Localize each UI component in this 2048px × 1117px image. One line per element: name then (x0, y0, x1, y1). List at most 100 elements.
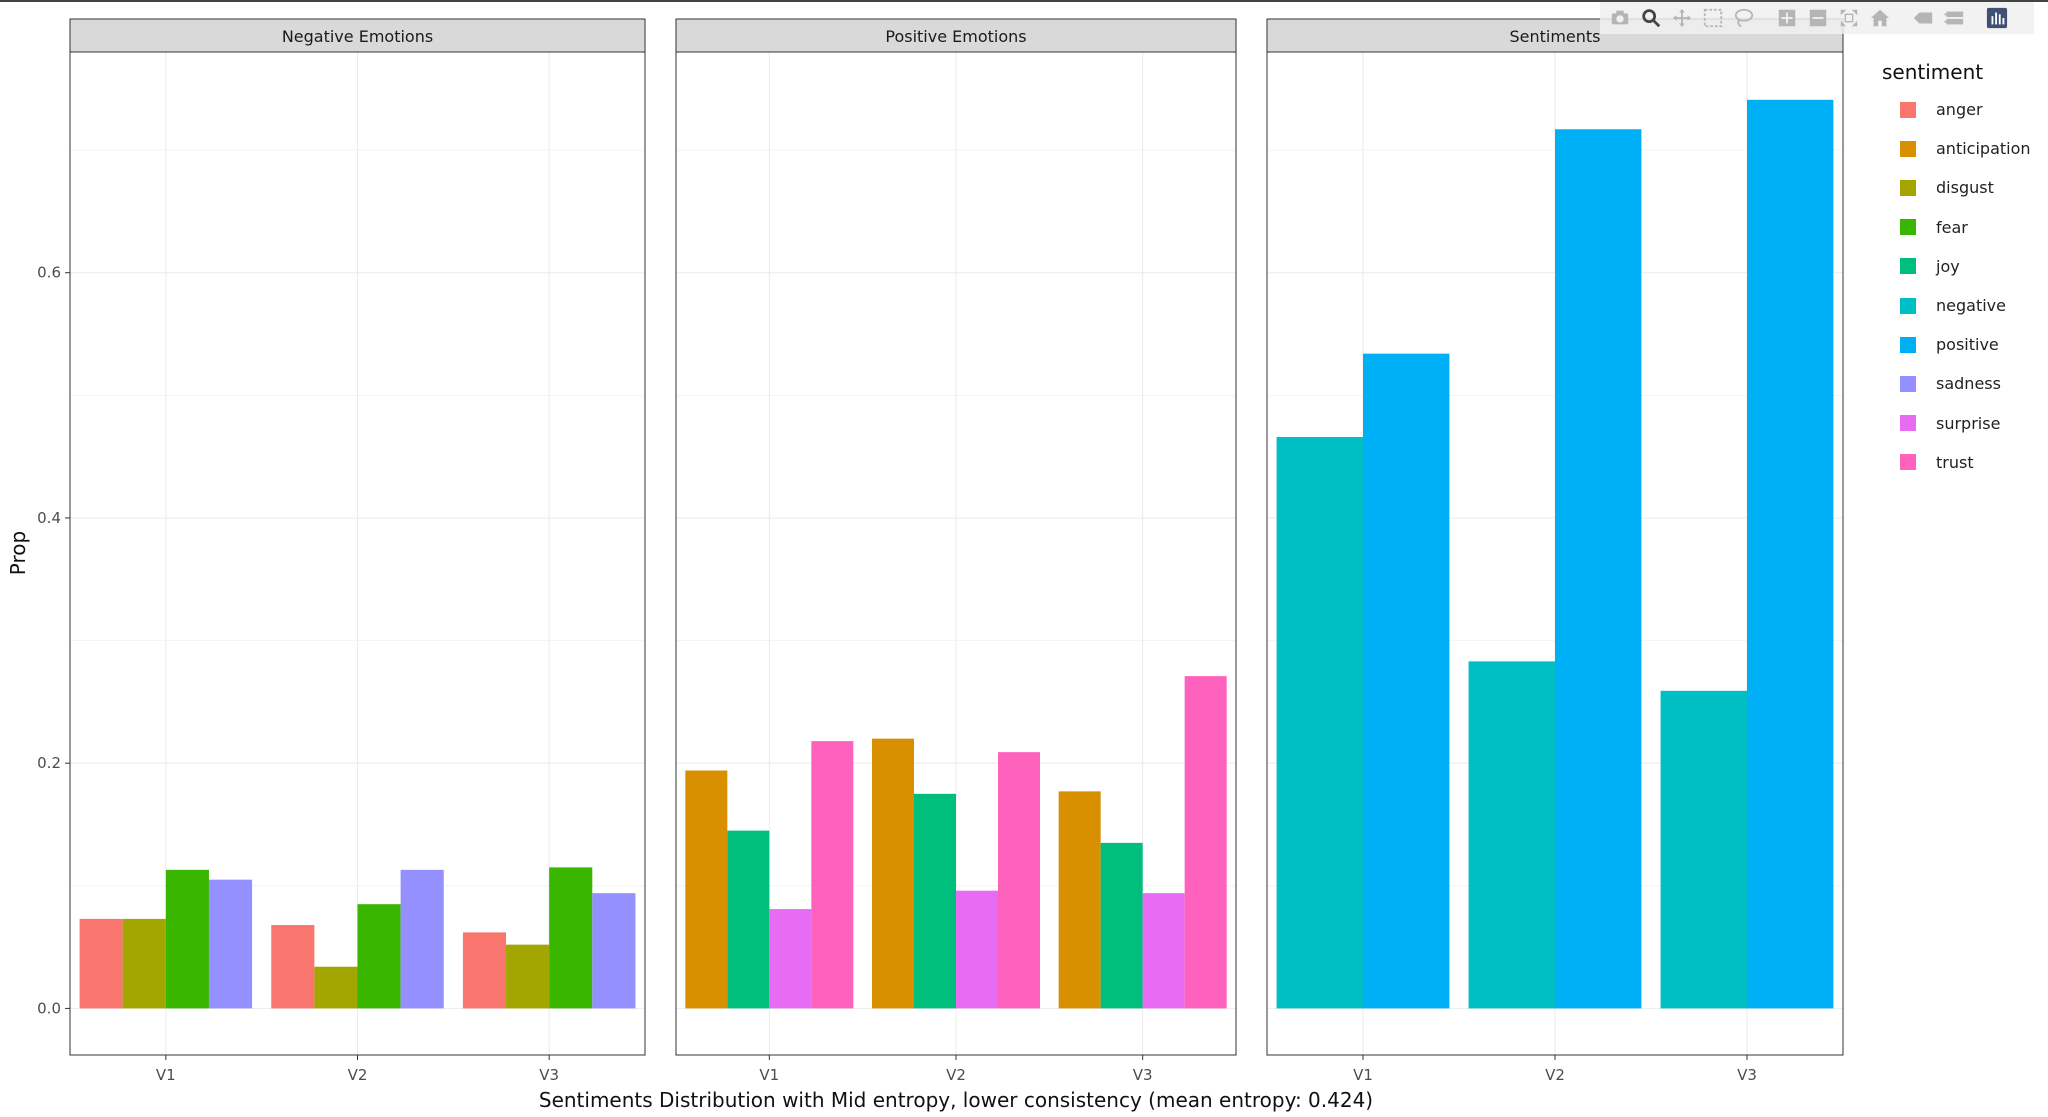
bar-fear-v3 (549, 867, 593, 1009)
y-tick-label: 0.6 (37, 264, 61, 282)
legend-label: negative (1936, 296, 2006, 316)
bar-joy-v3 (1100, 842, 1143, 1009)
zoom-icon (1642, 9, 1661, 28)
plot-toolbar (1600, 2, 2034, 34)
legend-label: joy (1936, 256, 1960, 276)
zoom-out-button[interactable] (1804, 4, 1832, 32)
legend-swatch (1900, 336, 1916, 353)
legend-swatch (1900, 297, 1916, 314)
pan-button[interactable] (1668, 4, 1696, 32)
legend-swatch (1900, 375, 1916, 392)
bar-trust-v2 (998, 752, 1040, 1009)
bar-disgust-v3 (506, 944, 550, 1009)
plotly-logo-icon (1986, 7, 2008, 29)
bar-anger-v2 (271, 925, 315, 1009)
x-tick-label: V2 (348, 1066, 368, 1084)
bar-disgust-v1 (122, 918, 166, 1009)
legend-items: anger anticipation disgust fear joy negative p… (1882, 90, 2031, 482)
legend-item-sadness[interactable]: sadness (1882, 364, 2031, 403)
bar-joy-v1 (727, 830, 770, 1009)
hover-compare-button[interactable] (1940, 4, 1968, 32)
bar-anger-v1 (79, 918, 123, 1009)
bar-positive-v1 (1363, 353, 1450, 1009)
panel-positive-emotions: Positive Emotions V1 V2 V3 (675, 18, 1237, 1084)
legend-item-negative[interactable]: negative (1882, 286, 2031, 325)
hover-compare-icon (1943, 11, 1964, 25)
legend-label: trust (1936, 452, 1974, 472)
x-axis-title: Sentiments Distribution with Mid entropy… (539, 1088, 1373, 1112)
panel-negative-emotions: Negative Emotions V1 V2 V3 0.0 0.2 0.4 0.6 (37, 18, 646, 1084)
y-tick-label: 0.0 (37, 999, 61, 1017)
bar-positive-v2 (1555, 129, 1642, 1009)
bar-sadness-v3 (592, 893, 636, 1009)
legend-label: anger (1936, 100, 1983, 120)
reset-axes-button[interactable] (1866, 4, 1894, 32)
x-tick-label: V3 (1737, 1066, 1757, 1084)
bar-anticipation-v1 (685, 770, 728, 1009)
legend-label: sadness (1936, 374, 2001, 394)
y-axis-title: Prop (6, 531, 30, 575)
bar-anger-v3 (462, 932, 507, 1009)
legend-item-anticipation[interactable]: anticipation (1882, 129, 2031, 168)
legend-swatch (1900, 219, 1916, 236)
spike-lines-button[interactable] (1909, 4, 1937, 32)
legend-label: disgust (1936, 178, 1994, 198)
legend: sentiment anger anticipation disgust fear jo… (1882, 60, 2031, 482)
panel-title: Negative Emotions (282, 27, 433, 46)
bar-surprise-v2 (956, 890, 998, 1009)
legend-swatch (1900, 179, 1916, 196)
legend-label: positive (1936, 335, 1999, 355)
download-plot-button[interactable] (1606, 4, 1634, 32)
bar-positive-v3 (1747, 99, 1834, 1009)
box-select-icon (1703, 8, 1723, 28)
legend-label: fear (1936, 217, 1968, 237)
bar-negative-v3 (1660, 690, 1747, 1009)
plotly-logo-link[interactable] (1983, 4, 2011, 32)
legend-label: anticipation (1936, 139, 2031, 159)
bar-anticipation-v2 (872, 738, 914, 1009)
zoom-out-icon (1809, 9, 1827, 27)
legend-swatch (1900, 258, 1916, 275)
legend-item-positive[interactable]: positive (1882, 325, 2031, 364)
legend-swatch (1900, 415, 1916, 432)
legend-swatch (1900, 140, 1916, 157)
x-tick-label: V3 (1133, 1066, 1153, 1084)
legend-item-trust[interactable]: trust (1882, 443, 2031, 482)
legend-label: surprise (1936, 413, 2001, 433)
x-tick-label: V3 (539, 1066, 559, 1084)
bar-surprise-v3 (1142, 893, 1185, 1009)
bar-anticipation-v3 (1058, 791, 1101, 1009)
panel-strip (675, 18, 1237, 53)
legend-item-anger[interactable]: anger (1882, 90, 2031, 129)
legend-item-surprise[interactable]: surprise (1882, 404, 2031, 443)
camera-icon (1611, 10, 1629, 25)
bar-disgust-v2 (314, 966, 358, 1009)
x-tick-label: V2 (1545, 1066, 1565, 1084)
home-icon (1870, 9, 1890, 27)
zoom-in-button[interactable] (1773, 4, 1801, 32)
bar-surprise-v1 (769, 909, 812, 1009)
legend-item-fear[interactable]: fear (1882, 208, 2031, 247)
legend-title: sentiment (1882, 60, 1984, 84)
lasso-icon (1734, 8, 1754, 28)
legend-item-joy[interactable]: joy (1882, 247, 2031, 286)
legend-swatch (1900, 454, 1916, 471)
lasso-select-button[interactable] (1730, 4, 1758, 32)
x-tick-label: V1 (1353, 1066, 1373, 1084)
legend-item-disgust[interactable]: disgust (1882, 168, 2031, 207)
bar-trust-v1 (811, 741, 854, 1009)
top-border-line (0, 0, 2048, 2)
legend-swatch (1900, 101, 1916, 118)
autoscale-button[interactable] (1835, 4, 1863, 32)
spike-lines-icon (1913, 12, 1933, 24)
bar-negative-v2 (1468, 661, 1555, 1009)
bar-fear-v1 (165, 869, 209, 1009)
zoom-button[interactable] (1637, 4, 1665, 32)
bar-trust-v3 (1184, 676, 1227, 1009)
zoom-in-icon (1778, 9, 1796, 27)
bar-negative-v1 (1276, 437, 1363, 1009)
box-select-button[interactable] (1699, 4, 1727, 32)
y-tick-label: 0.2 (37, 754, 61, 772)
autoscale-icon (1840, 9, 1858, 27)
